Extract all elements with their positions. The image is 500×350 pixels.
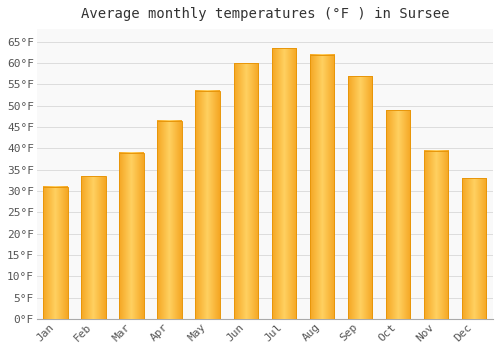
Bar	[386, 110, 410, 319]
Bar	[82, 176, 106, 319]
Bar	[120, 153, 144, 319]
Bar	[196, 91, 220, 319]
Bar	[44, 187, 68, 319]
Bar	[348, 76, 372, 319]
Bar	[462, 178, 486, 319]
Bar	[158, 121, 182, 319]
Bar	[424, 150, 448, 319]
Bar	[234, 63, 258, 319]
Bar	[272, 48, 296, 319]
Title: Average monthly temperatures (°F ) in Sursee: Average monthly temperatures (°F ) in Su…	[80, 7, 449, 21]
Bar	[310, 55, 334, 319]
